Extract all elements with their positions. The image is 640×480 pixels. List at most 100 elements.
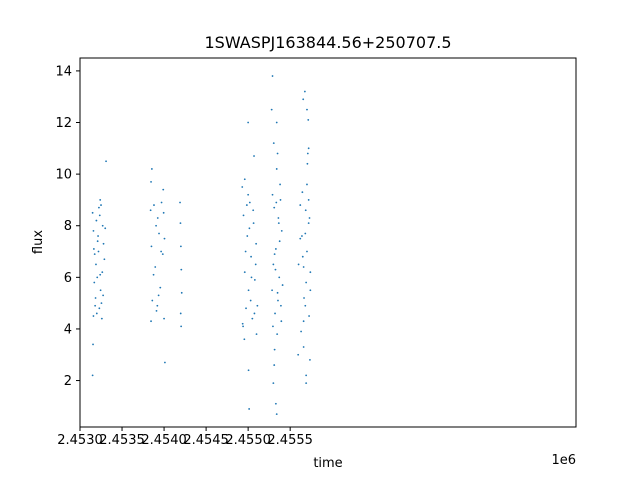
data-point — [308, 217, 311, 219]
data-point — [99, 273, 102, 276]
data-point — [157, 294, 160, 297]
data-point — [255, 242, 258, 245]
data-point — [248, 201, 251, 204]
data-point — [273, 206, 276, 209]
data-point — [252, 209, 255, 212]
data-point — [156, 304, 159, 307]
data-point — [249, 299, 252, 302]
data-point — [92, 343, 94, 346]
data-point — [271, 289, 273, 292]
data-point — [91, 374, 94, 377]
data-point — [93, 253, 96, 256]
data-point — [305, 374, 308, 377]
data-point — [306, 183, 308, 186]
data-point — [162, 211, 165, 214]
data-point — [302, 98, 305, 101]
data-point — [306, 108, 308, 111]
data-point — [241, 322, 244, 325]
data-point — [274, 402, 277, 405]
data-point — [247, 193, 250, 196]
data-point — [162, 188, 165, 191]
data-point — [98, 214, 101, 217]
data-point — [280, 304, 282, 307]
data-point — [274, 312, 276, 315]
data-point — [180, 268, 183, 271]
x-tick-label: 2.4550 — [225, 433, 271, 448]
data-point — [300, 330, 302, 333]
data-point — [99, 289, 102, 292]
data-point — [100, 317, 103, 320]
data-point — [309, 289, 312, 292]
data-point — [273, 348, 276, 351]
data-point — [305, 281, 308, 284]
data-point — [179, 201, 181, 204]
data-point — [150, 320, 152, 323]
data-point — [97, 250, 100, 253]
data-point — [161, 253, 164, 256]
data-point — [276, 333, 279, 335]
data-point — [149, 209, 152, 212]
data-point — [277, 299, 279, 302]
data-point — [100, 204, 102, 206]
data-point — [104, 227, 107, 230]
data-point — [154, 266, 157, 268]
data-point — [307, 222, 310, 225]
y-tick-label: 12 — [55, 116, 72, 131]
data-point — [256, 304, 259, 307]
data-point — [251, 317, 254, 320]
data-point — [301, 191, 304, 194]
data-point — [271, 75, 274, 77]
data-point — [180, 325, 183, 328]
data-point — [273, 253, 276, 256]
data-point — [275, 413, 278, 415]
data-point — [98, 307, 101, 310]
data-point — [94, 297, 97, 299]
data-point — [94, 304, 97, 307]
y-axis-ticks: 2 4 6 8 10 12 14 — [55, 64, 80, 389]
data-point — [279, 183, 281, 186]
data-point — [156, 217, 159, 219]
chart-title: 1SWASPJ163844.56+250707.5 — [204, 33, 451, 52]
data-point — [243, 271, 246, 274]
data-point — [274, 248, 277, 250]
data-point — [242, 325, 244, 328]
data-point — [303, 297, 305, 299]
data-point — [275, 168, 278, 170]
x-tick-label: 2.4555 — [267, 433, 313, 448]
data-point — [276, 152, 279, 155]
data-point — [163, 317, 165, 320]
data-point — [309, 359, 311, 361]
data-point — [306, 162, 309, 165]
data-point — [248, 408, 251, 410]
data-point — [160, 201, 163, 204]
data-point — [274, 268, 277, 271]
data-point — [275, 121, 278, 124]
data-point — [180, 291, 183, 294]
data-point — [93, 281, 96, 284]
data-point — [243, 338, 246, 341]
data-point — [301, 255, 304, 258]
data-point — [272, 142, 275, 145]
data-point — [253, 312, 256, 315]
data-point — [164, 361, 166, 364]
data-point — [299, 237, 302, 240]
plot-area-frame — [79, 57, 577, 428]
data-point — [304, 232, 307, 235]
data-point — [305, 382, 308, 385]
x-tick-label: 2.4545 — [183, 433, 229, 448]
data-points — [91, 75, 312, 415]
data-point — [248, 227, 251, 230]
data-point — [97, 235, 99, 237]
data-point — [179, 312, 182, 315]
data-point — [91, 211, 94, 214]
x-tick-label: 2.4540 — [141, 433, 187, 448]
data-point — [270, 108, 273, 111]
data-point — [96, 276, 99, 279]
data-point — [92, 315, 95, 317]
data-point — [95, 219, 98, 222]
y-axis-label: flux — [31, 230, 46, 254]
y-tick-label: 14 — [55, 64, 72, 79]
data-point — [250, 276, 253, 279]
